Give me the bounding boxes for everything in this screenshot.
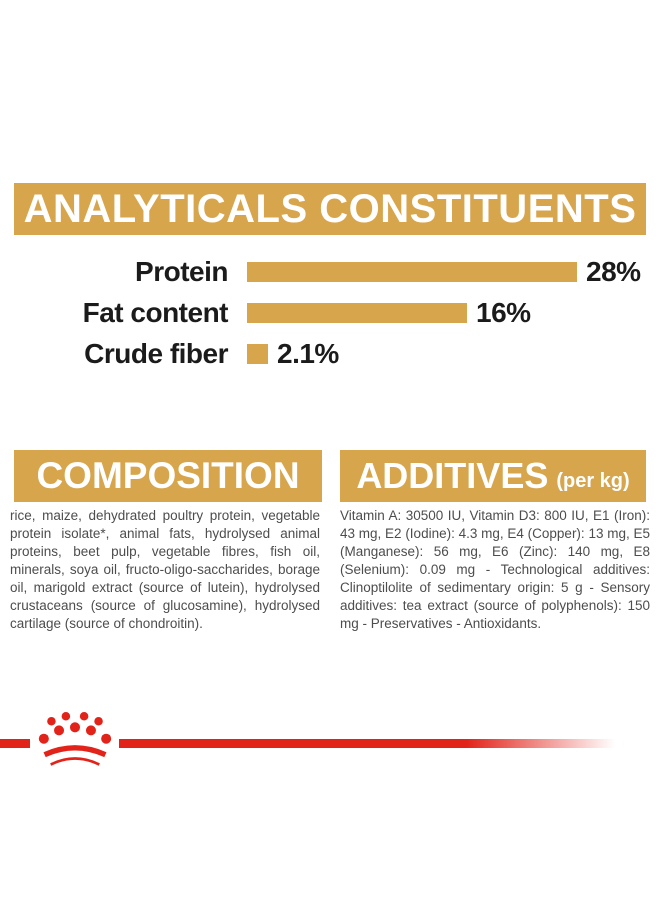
bar-protein	[247, 262, 577, 282]
bar-label-fat: Fat content	[82, 297, 229, 328]
composition-body: rice, maize, dehydrated poultry protein,…	[10, 508, 320, 631]
bar-fiber	[247, 344, 268, 364]
additives-body: Vitamin A: 30500 IU, Vitamin D3: 800 IU,…	[340, 508, 650, 631]
additives-title: ADDITIVES	[356, 455, 549, 496]
analyticals-header: ANALYTICALS CONSTITUENTS	[14, 183, 646, 235]
chart-row-protein: Protein 28%	[0, 256, 660, 287]
chart-row-fiber: Crude fiber 2.1%	[0, 338, 660, 369]
bar-value-fat: 16%	[476, 297, 531, 328]
composition-header: COMPOSITION	[14, 450, 322, 502]
chart-row-fat: Fat content 16%	[0, 297, 660, 328]
bar-label-fiber: Crude fiber	[84, 338, 228, 369]
additives-header: ADDITIVES (per kg)	[340, 450, 646, 502]
brand-stripe-right	[119, 739, 615, 748]
bar-value-fiber: 2.1%	[277, 338, 339, 369]
brand-stripe-left	[0, 739, 30, 748]
bar-label-protein: Protein	[135, 256, 228, 287]
royal-canin-crown-logo	[38, 712, 112, 766]
bar-value-protein: 28%	[586, 256, 641, 287]
bar-fat	[247, 303, 467, 323]
additives-per-kg: (per kg)	[556, 469, 630, 492]
